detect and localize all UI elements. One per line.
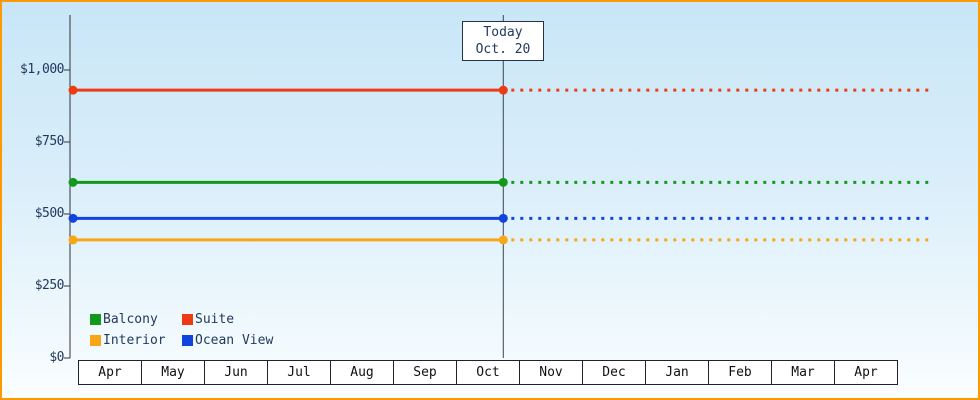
- today-label-date: Oct. 20: [475, 42, 531, 57]
- y-tick-label: $500: [34, 206, 65, 221]
- series-today-dot-ocean-view: [498, 213, 508, 223]
- legend: Balcony Suite Interior Ocean View: [90, 312, 273, 348]
- series-start-dot-balcony: [68, 177, 78, 187]
- legend-label: Balcony: [103, 312, 158, 327]
- legend-swatch-interior: [90, 335, 101, 346]
- series-today-dot-suite: [498, 85, 508, 95]
- month-cell-may: May: [141, 360, 205, 385]
- month-cell-apr: Apr: [834, 360, 898, 385]
- month-cell-mar: Mar: [771, 360, 835, 385]
- month-cell-feb: Feb: [708, 360, 772, 385]
- legend-swatch-ocean-view: [182, 335, 193, 346]
- legend-swatch-balcony: [90, 314, 101, 325]
- series-today-dot-interior: [498, 235, 508, 245]
- month-cell-jul: Jul: [267, 360, 331, 385]
- series-start-dot-suite: [68, 85, 78, 95]
- legend-label: Suite: [195, 312, 235, 327]
- series-start-dot-interior: [68, 235, 78, 245]
- month-cell-aug: Aug: [330, 360, 394, 385]
- legend-item-ocean-view: Ocean View: [182, 333, 273, 348]
- y-tick-label: $750: [34, 134, 65, 149]
- y-tick-label: $0: [49, 350, 64, 365]
- y-tick-label: $250: [34, 278, 65, 293]
- today-label-title: Today: [483, 25, 523, 40]
- today-label-box: Today Oct. 20: [462, 21, 544, 61]
- legend-label: Interior: [103, 333, 166, 348]
- legend-swatch-suite: [182, 314, 193, 325]
- legend-item-balcony: Balcony: [90, 312, 182, 327]
- month-cell-dec: Dec: [582, 360, 646, 385]
- legend-item-interior: Interior: [90, 333, 182, 348]
- series-start-dot-ocean-view: [68, 213, 78, 223]
- month-cell-apr: Apr: [78, 360, 142, 385]
- month-cell-jan: Jan: [645, 360, 709, 385]
- month-cell-oct: Oct: [456, 360, 520, 385]
- legend-item-suite: Suite: [182, 312, 273, 327]
- series-today-dot-balcony: [498, 177, 508, 187]
- month-cell-jun: Jun: [204, 360, 268, 385]
- month-cell-nov: Nov: [519, 360, 583, 385]
- x-axis-months: Apr May Jun Jul Aug Sep Oct Nov Dec Jan Feb Mar Apr: [78, 360, 898, 385]
- y-tick-label: $1,000: [20, 62, 64, 77]
- legend-label: Ocean View: [195, 333, 274, 348]
- month-cell-sep: Sep: [393, 360, 457, 385]
